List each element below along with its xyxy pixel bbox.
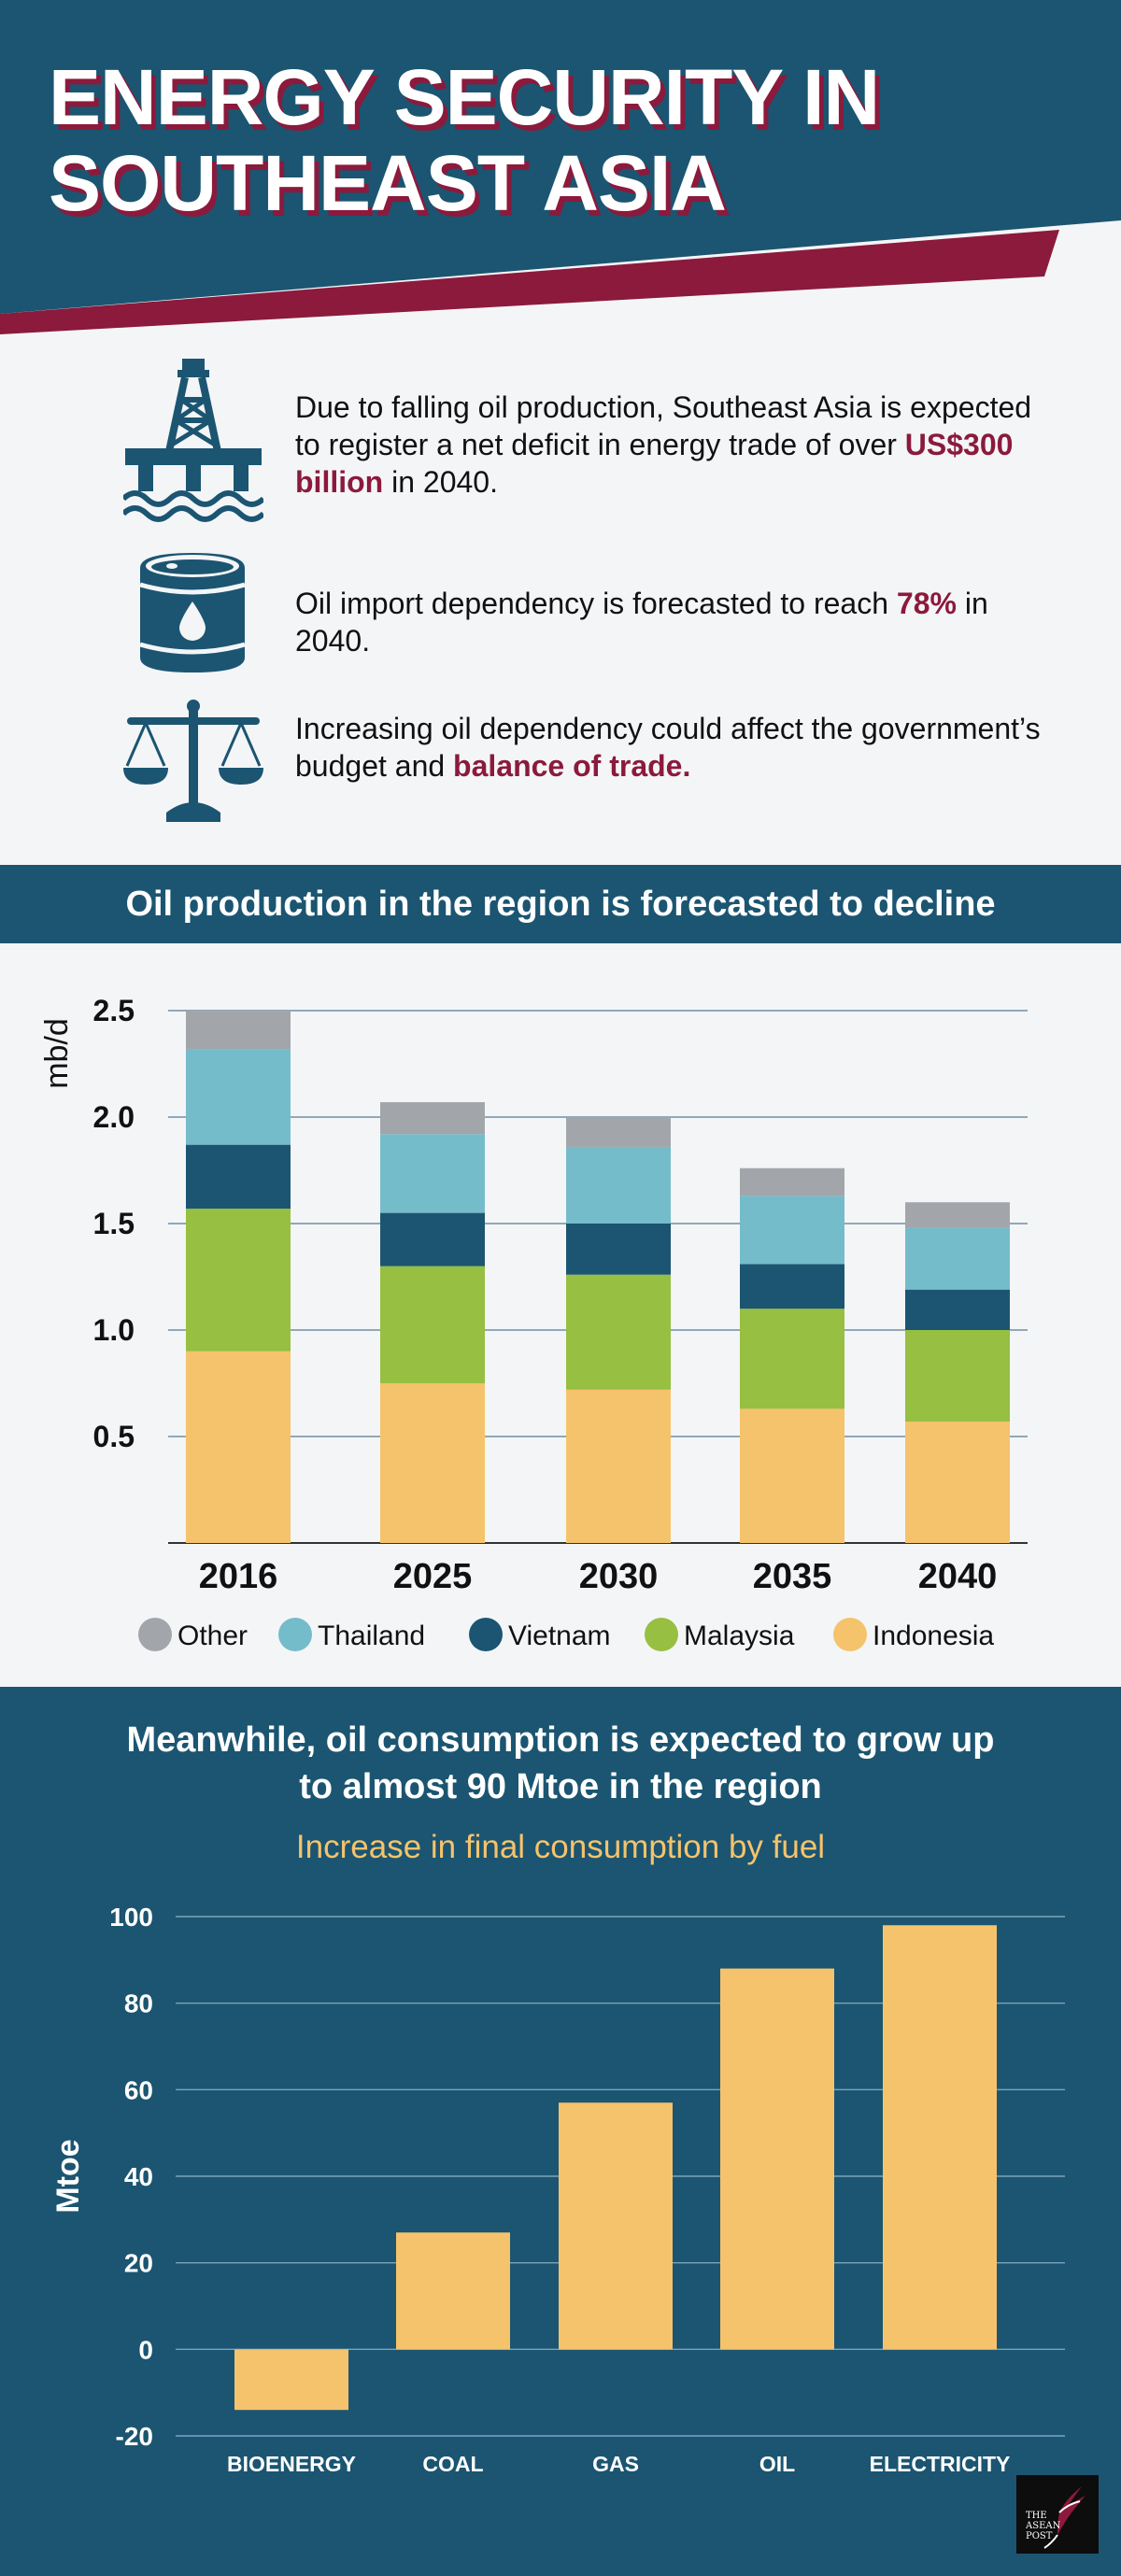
bar-oil bbox=[720, 1968, 834, 2350]
x-tick-label: COAL bbox=[422, 2452, 483, 2476]
bar-segment-other bbox=[905, 1202, 1010, 1228]
bar-segment-other bbox=[186, 1011, 291, 1050]
fact-text-part: Due to falling oil production, Southeast… bbox=[295, 390, 1032, 461]
fact-text-part: in 2040. bbox=[383, 465, 498, 499]
y-tick-label: 0 bbox=[138, 2335, 153, 2364]
bird-logo-icon bbox=[1043, 2486, 1086, 2549]
bar-segment-vietnam bbox=[380, 1212, 485, 1267]
x-tick-label: 2025 bbox=[393, 1557, 473, 1596]
consumption-heading-line-1: Meanwhile, oil consumption is expected t… bbox=[126, 1720, 995, 1760]
bar-segment-thailand bbox=[186, 1049, 291, 1145]
fact-highlight: balance of trade. bbox=[453, 749, 691, 783]
bar-segment-thailand bbox=[740, 1196, 844, 1265]
fact-text-part: in 2040. bbox=[295, 587, 988, 658]
bar-segment-vietnam bbox=[566, 1224, 671, 1275]
bar-segment-malaysia bbox=[566, 1274, 671, 1390]
bar-segment-vietnam bbox=[740, 1264, 844, 1309]
y-tick-label: 2.5 bbox=[93, 994, 135, 1027]
oil-production-chart: 0.5 1.0 1.5 2.0 2.5 mb/d 2016 2025 2030 2035 2040 O… bbox=[39, 994, 1028, 1651]
legend-swatch-other bbox=[138, 1618, 172, 1651]
y-axis-label: mb/d bbox=[39, 1018, 75, 1089]
bar-segment-indonesia bbox=[566, 1389, 671, 1543]
balance-scale-icon bbox=[123, 700, 263, 822]
production-heading: Oil production in the region is forecast… bbox=[0, 865, 1121, 943]
bar-segment-indonesia bbox=[186, 1351, 291, 1543]
oil-rig-icon bbox=[123, 359, 263, 522]
legend-label-other: Other bbox=[177, 1621, 248, 1651]
bar-segment-other bbox=[740, 1168, 844, 1196]
bar-segment-malaysia bbox=[905, 1330, 1010, 1422]
legend-label-malaysia: Malaysia bbox=[684, 1621, 795, 1651]
x-tick-label: OIL bbox=[759, 2452, 795, 2476]
logo-text: THE ASEAN POST bbox=[1026, 2511, 1061, 2541]
y-tick-label: 100 bbox=[109, 1903, 153, 1932]
legend-label-vietnam: Vietnam bbox=[508, 1621, 611, 1651]
x-tick-label: ELECTRICITY bbox=[870, 2452, 1011, 2476]
bar-electricity bbox=[883, 1925, 997, 2350]
bar-segment-malaysia bbox=[380, 1266, 485, 1383]
bar-bioenergy bbox=[234, 2349, 348, 2411]
bar-segment-indonesia bbox=[905, 1422, 1010, 1543]
y-tick-label: -20 bbox=[116, 2422, 153, 2451]
y-tick-label: 1.5 bbox=[93, 1207, 135, 1240]
y-tick-label: 60 bbox=[124, 2075, 153, 2104]
bar-coal bbox=[396, 2232, 510, 2350]
bar-segment-malaysia bbox=[740, 1309, 844, 1409]
y-tick-label: 1.0 bbox=[93, 1313, 135, 1347]
header-banner: ENERGY SECURITY IN SOUTHEAST ASIA bbox=[0, 0, 1121, 336]
bar-segment-indonesia bbox=[380, 1383, 485, 1543]
x-tick-label: 2016 bbox=[199, 1557, 278, 1596]
page-title: ENERGY SECURITY IN SOUTHEAST ASIA bbox=[49, 54, 1076, 226]
y-axis-label: Mtoe bbox=[50, 2139, 86, 2213]
fact-text-part: Oil import dependency is forecasted to r… bbox=[295, 587, 897, 620]
fact-text-part: Increasing oil dependency could affect t… bbox=[295, 712, 1041, 783]
x-tick-label: BIOENERGY bbox=[227, 2452, 356, 2476]
title-line-2: SOUTHEAST ASIA bbox=[49, 139, 727, 227]
bar-segment-thailand bbox=[380, 1134, 485, 1213]
x-tick-label: 2035 bbox=[753, 1557, 832, 1596]
fact-highlight: US$300 billion bbox=[295, 428, 1014, 499]
bar-segment-vietnam bbox=[905, 1289, 1010, 1330]
x-tick-label: 2040 bbox=[918, 1557, 998, 1596]
bar-gas bbox=[559, 2102, 673, 2350]
bar-segment-indonesia bbox=[740, 1408, 844, 1543]
bar-segment-thailand bbox=[566, 1146, 671, 1224]
fact-text: Oil import dependency is forecasted to r… bbox=[295, 585, 1061, 659]
y-tick-label: 40 bbox=[124, 2162, 153, 2191]
legend-swatch-thailand bbox=[278, 1618, 312, 1651]
legend-label-thailand: Thailand bbox=[318, 1621, 425, 1651]
legend-swatch-indonesia bbox=[833, 1618, 867, 1651]
y-tick-label: 20 bbox=[124, 2249, 153, 2278]
fact-text: Increasing oil dependency could affect t… bbox=[295, 710, 1061, 785]
asean-post-logo: THE ASEAN POST bbox=[1016, 2475, 1099, 2554]
fuel-consumption-chart: -20 0 20 40 60 80 100 Mtoe BIOENERGY COAL GAS OIL EL… bbox=[50, 1903, 1065, 2476]
y-tick-label: 0.5 bbox=[93, 1420, 135, 1453]
bar-segment-vietnam bbox=[186, 1144, 291, 1210]
bar-segment-thailand bbox=[905, 1227, 1010, 1290]
oil-barrel-icon bbox=[139, 553, 246, 672]
legend-swatch-vietnam bbox=[469, 1618, 503, 1651]
bar-segment-other bbox=[566, 1117, 671, 1147]
bar-segment-other bbox=[380, 1102, 485, 1135]
consumption-heading-line-2: to almost 90 Mtoe in the region bbox=[299, 1767, 822, 1806]
bar-segment-malaysia bbox=[186, 1209, 291, 1352]
legend-label-indonesia: Indonesia bbox=[873, 1621, 994, 1651]
x-tick-label: 2030 bbox=[579, 1557, 659, 1596]
title-line-1: ENERGY SECURITY IN bbox=[49, 53, 880, 141]
x-tick-label: GAS bbox=[592, 2452, 639, 2476]
y-tick-label: 2.0 bbox=[93, 1100, 135, 1134]
fact-highlight: 78% bbox=[896, 587, 957, 620]
consumption-subheading: Increase in final consumption by fuel bbox=[295, 1829, 826, 1865]
consumption-heading: Meanwhile, oil consumption is expected t… bbox=[0, 1717, 1121, 1810]
fact-text: Due to falling oil production, Southeast… bbox=[295, 389, 1061, 501]
header-background bbox=[0, 0, 1121, 334]
y-tick-label: 80 bbox=[124, 1989, 153, 2018]
legend-swatch-malaysia bbox=[645, 1618, 678, 1651]
